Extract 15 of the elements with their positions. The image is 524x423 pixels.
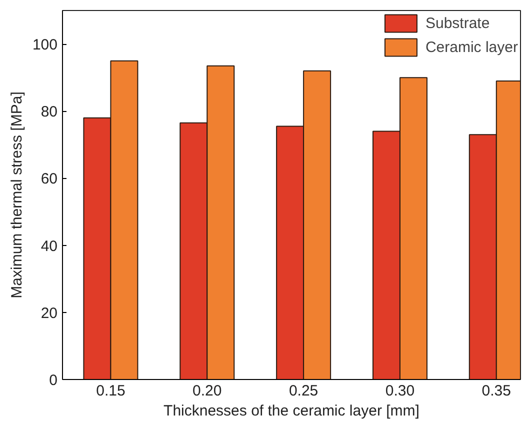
y-axis-title: Maximum thermal stress [MPa] — [8, 92, 26, 298]
y-tick-label: 100 — [32, 36, 58, 54]
x-axis-title: Thicknesses of the ceramic layer [mm] — [164, 402, 420, 420]
y-tick-label: 40 — [40, 238, 58, 255]
y-tick-label: 60 — [40, 170, 58, 188]
x-tick-label: 0.30 — [385, 382, 415, 400]
y-tick-label: 80 — [40, 104, 58, 121]
y-tick-label: 20 — [40, 304, 58, 322]
x-tick-label: 0.35 — [482, 382, 511, 400]
x-tick-label: 0.15 — [96, 382, 126, 400]
x-tick-label: 0.20 — [192, 382, 222, 400]
y-tick-label: 0 — [49, 372, 58, 389]
x-tick-label: 0.25 — [288, 382, 318, 400]
legend-label: Ceramic layer — [425, 38, 518, 56]
legend-label: Substrate — [425, 14, 490, 32]
